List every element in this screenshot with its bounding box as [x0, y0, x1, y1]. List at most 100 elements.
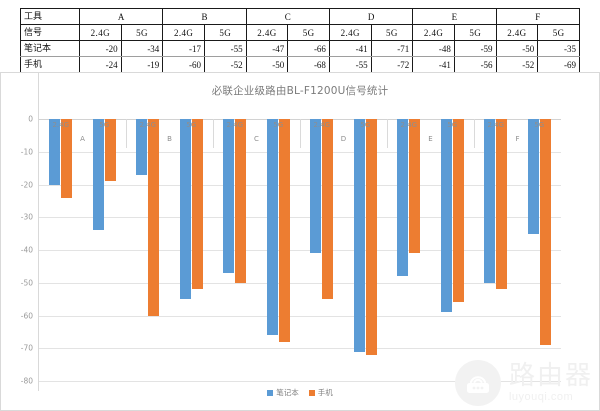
- x-axis-band-label: 5G: [99, 121, 110, 129]
- table-band-header: 5G: [120, 24, 164, 41]
- table-cell: -50: [245, 56, 289, 73]
- band-bars: 5G: [257, 119, 301, 381]
- table-cell: -48: [412, 40, 455, 57]
- table-header-signal: 信号: [20, 24, 80, 41]
- legend-item[interactable]: 手机: [308, 387, 333, 398]
- table-band-header: 5G: [370, 24, 414, 41]
- bar[interactable]: [365, 119, 377, 355]
- x-axis-band-label: 2.4G: [52, 121, 70, 129]
- table-group-header: D: [328, 8, 414, 25]
- bar[interactable]: [322, 119, 334, 300]
- y-axis-tick-label: -20: [20, 180, 33, 189]
- x-axis-band-label: 5G: [273, 121, 284, 129]
- x-axis-group-label: A: [80, 135, 85, 143]
- bar-group: E 2.4G 5G: [387, 119, 474, 381]
- bar[interactable]: [496, 119, 508, 290]
- bar-groups: A 2.4G 5G B 2.4G 5G C 2.4G 5G D 2.4G 5G E 2.4G 5G F 2.4G…: [39, 119, 561, 381]
- table-cell: -24: [79, 56, 122, 73]
- bar[interactable]: [235, 119, 247, 283]
- bar-group: F 2.4G 5G: [474, 119, 561, 381]
- bar[interactable]: [61, 119, 73, 198]
- table-band-header: 2.4G: [495, 24, 539, 41]
- y-axis-tick-label: -10: [20, 147, 33, 157]
- table-band-header: 2.4G: [79, 24, 122, 41]
- chart-legend: 笔记本 手机: [1, 387, 599, 398]
- table-band-header: 5G: [287, 24, 330, 41]
- bar-pair: [179, 119, 204, 381]
- bar[interactable]: [179, 119, 191, 300]
- band-bars: 2.4G: [387, 119, 431, 381]
- x-axis-group-label: F: [515, 135, 520, 143]
- gridline: -20: [21, 180, 561, 189]
- bar[interactable]: [452, 119, 464, 303]
- bar[interactable]: [104, 119, 116, 182]
- table-cell: -69: [537, 56, 580, 73]
- bar-pair: [353, 119, 378, 381]
- bar-pair: [48, 119, 73, 381]
- x-axis-band-label: 2.4G: [139, 121, 157, 129]
- x-axis-band-label: 5G: [447, 121, 458, 129]
- gridline: -40: [21, 246, 561, 255]
- bar[interactable]: [440, 119, 452, 313]
- table-cell: -52: [203, 56, 247, 73]
- bar-pair: [92, 119, 117, 381]
- chart-plot-area: 0 -10 -20 -30 -40 -50 -60 -70 -80 A 2.4G 5G B 2.4G 5G…: [21, 73, 561, 391]
- bar[interactable]: [409, 119, 421, 254]
- bar[interactable]: [136, 119, 148, 175]
- legend-item[interactable]: 笔记本: [267, 387, 299, 398]
- group-separator: [213, 119, 214, 148]
- bar-pair: [222, 119, 247, 381]
- table-band-header: 5G: [203, 24, 247, 41]
- band-bars: 2.4G: [39, 119, 83, 381]
- table-cell: -55: [328, 56, 372, 73]
- bar[interactable]: [353, 119, 365, 352]
- x-axis-group-label: B: [167, 135, 172, 143]
- bar-group: A 2.4G 5G: [39, 119, 126, 381]
- x-axis-band-label: 5G: [534, 121, 545, 129]
- table-cell: -50: [495, 40, 539, 57]
- x-axis-band-label: 5G: [186, 121, 197, 129]
- x-axis-band-label: 2.4G: [487, 121, 505, 129]
- bar[interactable]: [92, 119, 104, 231]
- bar[interactable]: [266, 119, 278, 336]
- bar[interactable]: [278, 119, 290, 342]
- gridline: -10: [21, 147, 561, 156]
- bar-pair: [135, 119, 160, 381]
- bar-pair: [266, 119, 291, 381]
- bar[interactable]: [49, 119, 61, 185]
- bar[interactable]: [539, 119, 551, 345]
- table-cell: -68: [287, 56, 330, 73]
- table-row-bands: 信号 2.4G 5G 2.4G 5G 2.4G 5G 2.4G 5G 2.4G 5G 2.4G 5G: [20, 24, 580, 41]
- table-band-header: 2.4G: [245, 24, 289, 41]
- y-axis-tick-label: -40: [20, 245, 33, 255]
- bar[interactable]: [148, 119, 160, 316]
- band-bars: 5G: [431, 119, 475, 381]
- bar[interactable]: [527, 119, 539, 234]
- chart-title: 必联企业级路由BL-F1200U信号统计: [211, 85, 389, 97]
- bar[interactable]: [310, 119, 322, 254]
- group-separator: [126, 119, 127, 148]
- table-band-header: 5G: [537, 24, 580, 41]
- bar-pair: [483, 119, 508, 381]
- table-cell: -34: [120, 40, 164, 57]
- y-axis-tick-label: -60: [20, 311, 33, 320]
- bar[interactable]: [223, 119, 235, 273]
- table-cell: -41: [412, 56, 455, 73]
- y-axis-line: [38, 73, 39, 391]
- bar[interactable]: [484, 119, 496, 283]
- x-axis-band-label: 2.4G: [313, 121, 331, 129]
- bar[interactable]: [397, 119, 409, 277]
- x-axis-band-label: 2.4G: [226, 121, 244, 129]
- table-cell: -17: [162, 40, 205, 57]
- legend-swatch: [267, 389, 274, 396]
- table-band-header: 5G: [453, 24, 497, 41]
- table-group-header: C: [245, 8, 330, 25]
- bar[interactable]: [191, 119, 203, 290]
- x-axis-band-label: 5G: [360, 121, 371, 129]
- x-axis-group-label: D: [340, 135, 347, 143]
- table-header-tool: 工具: [20, 8, 80, 25]
- table-band-header: 2.4G: [412, 24, 455, 41]
- table-cell: -56: [453, 56, 497, 73]
